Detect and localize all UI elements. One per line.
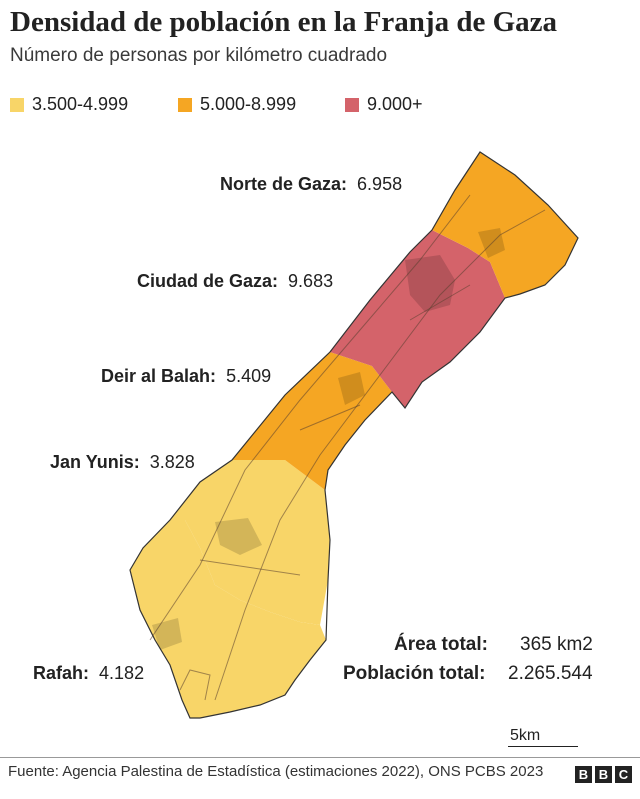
label-deir-al-balah-name: Deir al Balah: [101,366,217,386]
region-rafah [130,520,326,718]
population-total-label: Población total: [343,663,486,685]
area-total-label-text: Área total: [394,634,488,655]
legend-item-low: 3.500-4.999 [10,94,128,115]
label-ciudad-de-gaza-value: 9.683 [288,271,334,291]
region-jan-yunis [170,460,330,625]
label-rafah: Rafah: 4.182 [33,663,144,684]
legend-item-mid: 5.000-8.999 [178,94,296,115]
urban-area-gaza-city [405,255,455,312]
scale-bar-label: 5km [510,727,541,744]
label-jan-yunis-value: 3.828 [149,452,195,472]
urban-area-khan-yunis [215,518,262,555]
label-deir-al-balah: Deir al Balah: 5.409 [101,366,271,387]
road-network [149,194,546,701]
region-ciudad-de-gaza [330,230,505,408]
strip-outline [129,151,579,719]
cross-road-middle [299,404,361,431]
label-norte-de-gaza-value: 6.958 [357,174,403,194]
map-title: Densidad de población en la Franja de Ga… [10,6,558,38]
label-norte-de-gaza: Norte de Gaza: 6.958 [220,174,402,195]
region-norte-de-gaza [432,152,578,298]
bbc-logo-block-2: B [595,766,612,783]
area-total-label: Área total: [394,634,488,656]
bbc-logo-block-3: C [615,766,632,783]
label-ciudad-de-gaza-name: Ciudad de Gaza: [137,271,279,291]
bbc-logo-block-1: B [575,766,592,783]
urban-area-deir-al-balah [338,372,365,405]
label-ciudad-de-gaza: Ciudad de Gaza: 9.683 [137,271,333,292]
legend-label-high: 9.000+ [367,94,423,114]
label-deir-al-balah-value: 5.409 [226,366,272,386]
footer-divider [0,757,640,758]
label-jan-yunis: Jan Yunis: 3.828 [50,452,195,473]
map-subtitle: Número de personas por kilómetro cuadrad… [10,45,388,66]
population-total-label-text: Población total: [343,663,486,684]
bbc-logo: B B C [575,766,632,783]
label-norte-de-gaza-name: Norte de Gaza: [220,174,348,194]
legend-label-low: 3.500-4.999 [32,94,129,114]
source-note: Fuente: Agencia Palestina de Estadística… [8,763,544,780]
scale-bar [508,746,578,747]
label-rafah-value: 4.182 [99,663,145,683]
coastal-road [149,194,471,641]
legend-item-high: 9.000+ [345,94,423,115]
cross-road-north [409,284,471,321]
border-road [179,669,211,701]
legend-label-mid: 5.000-8.999 [200,94,297,114]
legend-swatch-high [345,97,359,112]
urban-areas [152,228,505,650]
salah-al-din-road [214,209,546,701]
area-total-value: 365 km2 [520,634,593,655]
region-deir-al-balah [232,352,392,490]
label-rafah-name: Rafah: [33,663,90,683]
legend-swatch-mid [178,97,192,112]
label-jan-yunis-name: Jan Yunis: [50,452,140,472]
population-total-value: 2.265.544 [508,663,593,684]
cross-road-south [199,559,301,576]
legend-swatch-low [10,97,24,112]
